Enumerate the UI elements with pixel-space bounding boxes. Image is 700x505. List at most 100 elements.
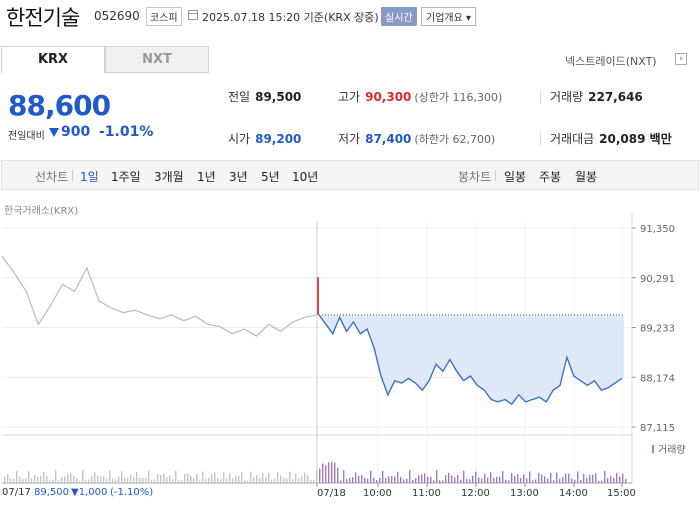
volume-bar — [307, 474, 309, 483]
volume-bar — [448, 472, 450, 483]
volume-bar — [250, 471, 252, 483]
volume-bar — [142, 477, 144, 483]
volume-bar — [145, 477, 147, 483]
tab-krx[interactable]: KRX — [1, 46, 105, 73]
period-1y[interactable]: 1년 — [197, 170, 216, 184]
volume-bar — [502, 471, 504, 483]
info-low: 저가 87,400 (하한가 62,700) — [338, 130, 495, 147]
volume-bar — [271, 479, 273, 483]
y-tick-label: 89,233 — [640, 324, 675, 335]
volume-bar — [55, 470, 57, 483]
nextrade-link[interactable]: 넥스트레이드(NXT) — [565, 55, 657, 68]
volume-bar — [43, 472, 45, 483]
candle-weekly[interactable]: 주봉 — [539, 170, 562, 184]
volume-bar — [184, 473, 186, 483]
volume-bar — [517, 474, 519, 483]
volume-bar — [157, 473, 159, 483]
volume-bar — [571, 478, 573, 483]
volume-bar — [265, 477, 267, 483]
volume-bar — [391, 476, 393, 483]
y-tick-label: 88,174 — [640, 373, 675, 384]
chevron-right-icon[interactable]: › — [675, 53, 687, 65]
x-tick-label: 12:00 — [461, 488, 490, 499]
company-overview-dropdown[interactable]: 기업개요 ▾ — [421, 7, 476, 26]
tab-nxt[interactable]: NXT — [105, 46, 209, 73]
volume-bar — [226, 478, 228, 483]
period-10y[interactable]: 10년 — [292, 170, 319, 184]
volume-bar — [328, 462, 330, 483]
volume-bar — [589, 474, 591, 483]
volume-legend-label: 거래량 — [658, 444, 686, 456]
volume-bar — [277, 471, 279, 483]
volume-bar — [553, 480, 555, 483]
volume-bar — [538, 472, 540, 483]
volume-bar — [607, 477, 609, 483]
info-volume: 거래량 227,646 — [550, 88, 643, 105]
divider — [540, 90, 541, 104]
volume-bar — [94, 472, 96, 483]
volume-bar — [88, 479, 90, 483]
realtime-badge[interactable]: 실시간 — [381, 7, 417, 26]
volume-bar — [253, 477, 255, 483]
volume-bar — [115, 480, 117, 483]
volume-bar — [604, 470, 606, 483]
volume-bar — [520, 477, 522, 483]
volume-bar — [625, 478, 627, 483]
info-label: 전일 — [228, 90, 251, 104]
volume-bar — [196, 473, 198, 483]
volume-bar — [472, 475, 474, 483]
volume-bar — [304, 472, 306, 483]
candle-daily[interactable]: 일봉 — [504, 170, 527, 184]
volume-bar — [100, 476, 102, 483]
stock-name: 한전기술 — [6, 6, 80, 30]
period-3y[interactable]: 3년 — [229, 170, 248, 184]
footer-change: ▼1,000 — [71, 487, 108, 498]
volume-bar — [490, 472, 492, 483]
volume-bar — [139, 477, 141, 483]
volume-bar — [238, 475, 240, 483]
volume-bar — [301, 476, 303, 483]
candle-monthly[interactable]: 월봉 — [575, 170, 598, 184]
volume-bar — [160, 475, 162, 483]
volume-bar — [421, 474, 423, 483]
volume-bar — [46, 475, 48, 483]
volume-bar — [394, 476, 396, 483]
volume-bar — [337, 467, 339, 483]
volume-bar — [331, 462, 333, 483]
volume-bar — [229, 473, 231, 483]
volume-bar — [343, 470, 345, 483]
info-value: 227,646 — [588, 90, 643, 104]
info-label: 시가 — [228, 132, 251, 146]
divider — [495, 170, 496, 181]
volume-bar — [316, 470, 318, 483]
volume-bar — [397, 471, 399, 483]
volume-legend-swatch — [652, 445, 654, 453]
volume-bar — [103, 476, 105, 483]
current-price: 88,600 — [8, 89, 111, 122]
volume-bar — [562, 477, 564, 483]
volume-bar — [526, 478, 528, 483]
volume-bar — [40, 476, 42, 483]
volume-bar — [565, 473, 567, 483]
period-1d[interactable]: 1일 — [80, 170, 99, 184]
volume-bar — [4, 476, 6, 483]
volume-bar — [256, 475, 258, 483]
volume-bar — [70, 473, 72, 483]
volume-bar — [109, 470, 111, 483]
volume-bar — [283, 477, 285, 483]
volume-bar — [592, 474, 594, 483]
period-5y[interactable]: 5년 — [261, 170, 280, 184]
volume-bar — [58, 480, 60, 483]
volume-bar — [430, 477, 432, 483]
volume-bar — [199, 480, 201, 483]
volume-bar — [433, 480, 435, 483]
volume-bar — [247, 480, 249, 483]
period-3m[interactable]: 3개월 — [154, 170, 184, 184]
volume-bar — [511, 472, 513, 483]
period-toolbar: 선차트 1일 1주일 3개월 1년 3년 5년 10년 봉차트 일봉 주봉 월봉 — [1, 160, 699, 190]
volume-bar — [505, 479, 507, 483]
volume-bar — [91, 476, 93, 483]
volume-bar — [400, 476, 402, 483]
period-1w[interactable]: 1주일 — [111, 170, 141, 184]
